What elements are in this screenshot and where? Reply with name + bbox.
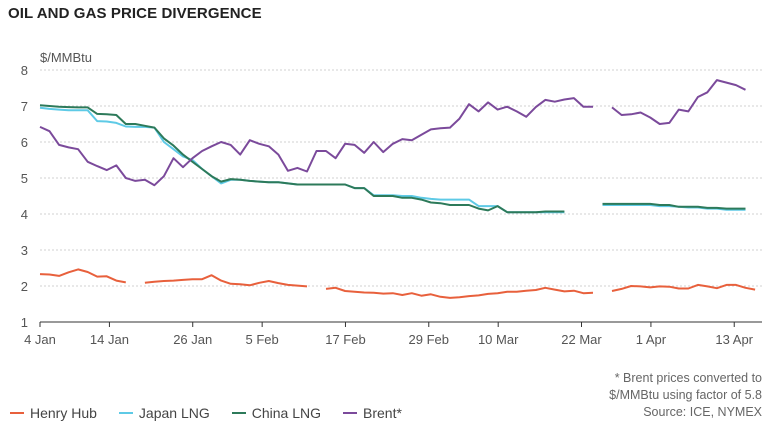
x-tick-label: 26 Jan: [173, 332, 212, 347]
legend-item-china-lng: China LNG: [231, 405, 322, 421]
series-line-china-lng: [602, 202, 746, 210]
x-tick-label: 1 Apr: [636, 332, 667, 347]
legend: Henry Hub Japan LNG China LNG Brent*: [10, 405, 402, 421]
footnote-line-2: $/MMBtu using factor of 5.8: [609, 388, 762, 402]
series-line-china-lng: [39, 104, 565, 214]
x-tick-label: 17 Feb: [325, 332, 365, 347]
series-line-brent: [611, 79, 746, 125]
footnote-line-1: * Brent prices converted to: [614, 371, 762, 385]
legend-swatch: [10, 412, 24, 414]
y-tick-label: 7: [21, 99, 28, 114]
series-line-henry-hub: [39, 268, 126, 284]
series-line-japan-lng: [39, 106, 565, 214]
legend-label: Brent*: [363, 405, 402, 421]
x-tick-label: 14 Jan: [90, 332, 129, 347]
x-tick-label: 22 Mar: [561, 332, 602, 347]
y-tick-label: 1: [21, 315, 28, 330]
series-line-henry-hub: [325, 286, 594, 299]
y-tick-label: 8: [21, 63, 28, 78]
y-tick-label: 6: [21, 135, 28, 150]
x-tick-label: 10 Mar: [478, 332, 519, 347]
series-line-henry-hub: [611, 283, 756, 292]
y-tick-label: 2: [21, 279, 28, 294]
series-line-brent: [39, 97, 593, 187]
legend-label: Henry Hub: [30, 405, 97, 421]
chart-title: OIL AND GAS PRICE DIVERGENCE: [8, 5, 262, 22]
y-axis-label: $/MMBtu: [40, 50, 92, 65]
footnote: * Brent prices converted to $/MMBtu usin…: [609, 370, 762, 421]
legend-label: Japan LNG: [138, 405, 210, 421]
legend-swatch: [231, 412, 246, 414]
y-tick-label: 5: [21, 171, 28, 186]
x-tick-label: 13 Apr: [715, 332, 753, 347]
x-tick-label: 5 Feb: [246, 332, 279, 347]
source-note: Source: ICE, NYMEX: [643, 405, 762, 419]
gridlines: [40, 69, 762, 323]
y-axis-ticks: 1 2 3 4 5 6 7 8: [21, 63, 28, 330]
y-tick-label: 4: [21, 207, 28, 222]
x-tick-label: 4 Jan: [24, 332, 56, 347]
y-tick-label: 3: [21, 243, 28, 258]
series-lines: [39, 79, 756, 299]
x-tick-label: 29 Feb: [409, 332, 449, 347]
legend-swatch: [343, 412, 358, 414]
legend-label: China LNG: [251, 405, 322, 421]
legend-swatch: [118, 412, 133, 414]
legend-item-japan-lng: Japan LNG: [118, 405, 210, 421]
legend-item-brent: Brent*: [343, 405, 402, 421]
series-line-henry-hub: [144, 274, 308, 288]
x-axis-ticks: 4 Jan 14 Jan 26 Jan 5 Feb 17 Feb 29 Feb 10 Mar…: [24, 322, 754, 347]
legend-item-henry-hub: Henry Hub: [10, 405, 97, 421]
